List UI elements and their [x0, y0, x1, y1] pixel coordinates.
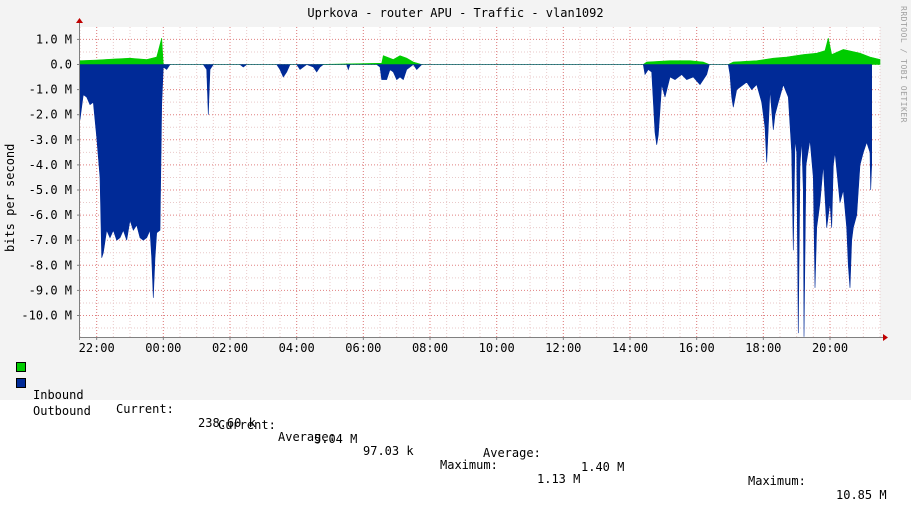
y-tick-label: -8.0 M	[29, 258, 72, 272]
series-area-outbound	[79, 64, 872, 337]
legend-outbound-average-label: Average:	[483, 446, 541, 460]
y-tick-label: -7.0 M	[29, 233, 72, 247]
x-tick-label: 18:00	[745, 341, 781, 355]
x-tick-label: 16:00	[679, 341, 715, 355]
x-tick-label: 08:00	[412, 341, 448, 355]
legend-outbound-current-label: Current:	[218, 418, 276, 432]
legend-outbound-maximum-label: Maximum:	[748, 474, 806, 488]
x-tick-label: 02:00	[212, 341, 248, 355]
x-tick-label: 04:00	[279, 341, 315, 355]
chart-title: Uprkova - router APU - Traffic - vlan109…	[307, 6, 604, 20]
legend-outbound: Outbound Current: 5.04 M Average: 1.40 M…	[16, 376, 887, 516]
x-tick-label: 20:00	[812, 341, 848, 355]
y-tick-label: 1.0 M	[36, 32, 72, 46]
y-tick-label: 0.0	[50, 58, 72, 72]
legend-outbound-maximum: 10.85 M	[836, 488, 887, 502]
x-tick-label: 22:00	[79, 341, 115, 355]
outbound-swatch	[16, 378, 26, 388]
legend-inbound-maximum-label: Maximum:	[440, 458, 498, 472]
y-axis-arrow	[76, 18, 83, 23]
x-tick-label: 10:00	[479, 341, 515, 355]
y-tick-label: -10.0 M	[21, 309, 72, 323]
legend-outbound-name: Outbound	[33, 404, 91, 418]
legend-inbound-maximum: 1.13 M	[537, 472, 581, 486]
series-area-inbound	[79, 38, 881, 65]
x-tick-label: 14:00	[612, 341, 648, 355]
legend-outbound-current: 5.04 M	[314, 432, 358, 446]
y-tick-label: -3.0 M	[29, 133, 72, 147]
inbound-swatch	[16, 362, 26, 372]
y-tick-label: -1.0 M	[29, 83, 72, 97]
x-tick-label: 06:00	[345, 341, 381, 355]
legend-inbound-average: 97.03 k	[363, 444, 414, 458]
legend-inbound-name: Inbound	[33, 388, 84, 402]
watermark-text: RRDTOOL / TOBI OETIKER	[899, 6, 908, 123]
x-tick-label: 00:00	[145, 341, 181, 355]
x-axis-arrow	[883, 334, 888, 341]
y-tick-label: -2.0 M	[29, 108, 72, 122]
legend-inbound-current-label: Current:	[116, 402, 174, 416]
y-tick-label: -5.0 M	[29, 183, 72, 197]
legend-outbound-average: 1.40 M	[581, 460, 625, 474]
plot-area: 1.0 M 0.0 -1.0 M -2.0 M -3.0 M -4.0 M -5.0 M -6…	[21, 18, 888, 355]
y-tick-label: -9.0 M	[29, 283, 72, 297]
x-tick-label: 12:00	[545, 341, 581, 355]
y-tick-label: -4.0 M	[29, 158, 72, 172]
graph-frame: Uprkova - router APU - Traffic - vlan109…	[0, 0, 911, 502]
y-tick-label: -6.0 M	[29, 208, 72, 222]
